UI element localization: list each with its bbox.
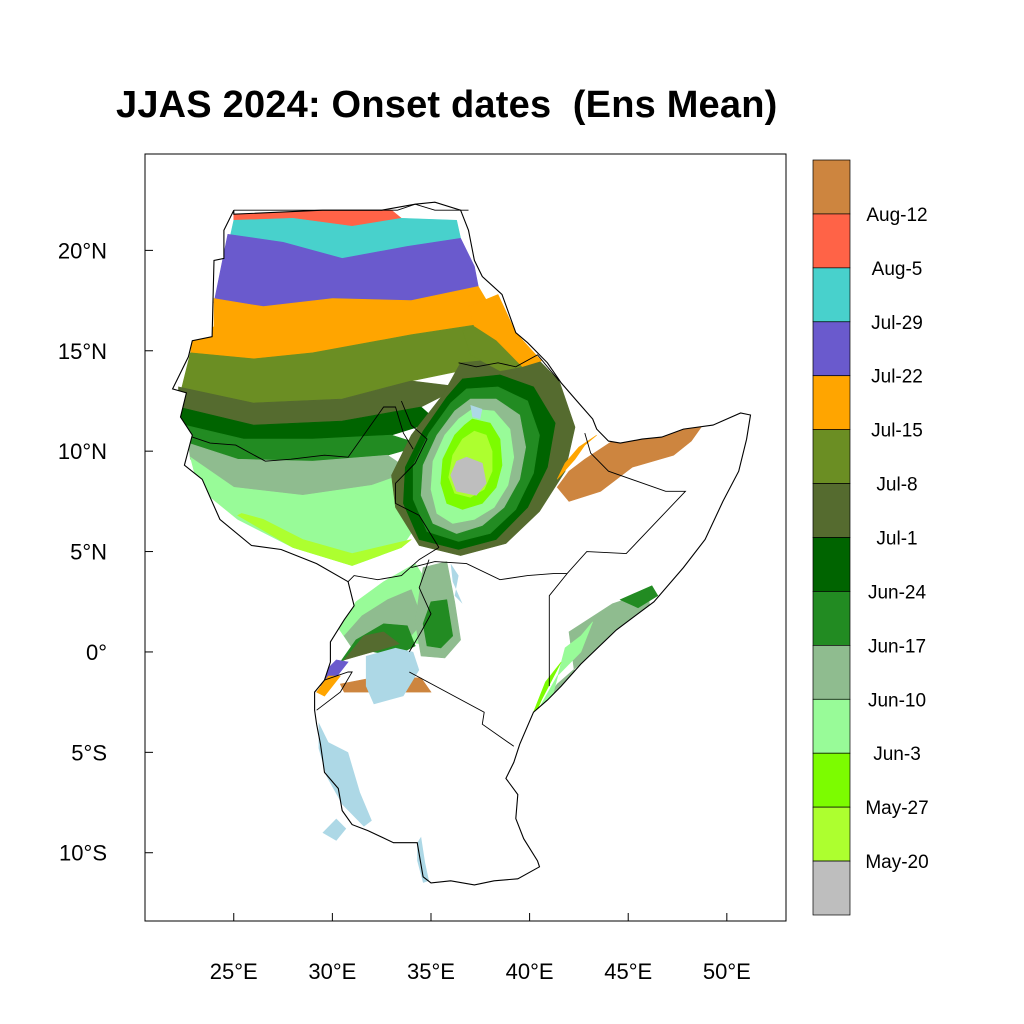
country-border: [408, 559, 432, 653]
plot-frame: [144, 153, 787, 922]
coastline: [171, 201, 752, 886]
legend-swatch: [812, 752, 851, 808]
legend-swatch: [812, 267, 851, 323]
legend-swatch: [812, 698, 851, 754]
y-tick-label: 5°S: [71, 740, 107, 765]
legend-swatch: [812, 591, 851, 646]
lake: [450, 563, 463, 604]
onset-band: [343, 631, 401, 661]
x-axis: 25°E 30°E 35°E 40°E 45°E 50°E: [210, 913, 751, 984]
y-axis: 20°N 15°N 10°N 5°N 0° 5°S 10°S: [58, 238, 153, 866]
legend-swatch: [812, 375, 851, 430]
country-border: [411, 432, 687, 581]
legend-swatch: [812, 213, 851, 269]
lake: [318, 722, 372, 827]
legend-label: Jun-10: [868, 690, 926, 711]
legend-label: Jun-17: [868, 636, 926, 657]
x-tick-label: 25°E: [210, 959, 258, 984]
legend-swatch: [812, 483, 851, 538]
legend-label: Jun-3: [873, 744, 921, 765]
colorbar-legend: Aug-12 Aug-5 Jul-29 Jul-22 Jul-15 Jul-8 Jul-1 J…: [812, 159, 929, 916]
y-tick-label: 0°: [86, 640, 107, 665]
legend-label: May-20: [865, 852, 928, 873]
lake: [417, 836, 429, 883]
lake: [470, 405, 483, 419]
x-tick-label: 50°E: [703, 959, 751, 984]
map-title: JJAS 2024: Onset dates (Ens Mean): [116, 84, 778, 126]
y-tick-label: 10°N: [58, 439, 107, 464]
legend-swatch: [812, 860, 851, 916]
legend-swatch: [812, 645, 851, 700]
onset-band: [556, 434, 597, 480]
legend-label: Jul-8: [876, 475, 917, 496]
country-border: [548, 573, 568, 687]
onset-band: [316, 675, 341, 697]
legend-label: Aug-12: [866, 205, 927, 226]
country-border: [395, 400, 440, 548]
legend-swatch: [812, 806, 851, 862]
lakes: [318, 405, 483, 883]
country-border: [409, 671, 515, 747]
legend-swatch: [812, 159, 851, 215]
x-tick-label: 35°E: [407, 959, 455, 984]
legend-label: Jul-22: [871, 367, 923, 388]
legend-label: Jul-1: [876, 529, 917, 550]
legend-swatch: [812, 429, 851, 484]
country-border: [192, 406, 414, 462]
y-tick-label: 15°N: [58, 339, 107, 364]
y-tick-label: 5°N: [70, 540, 107, 565]
legend-label: Jun-24: [868, 582, 927, 603]
lake: [365, 647, 420, 705]
onset-band: [450, 456, 487, 496]
y-tick-label: 10°S: [59, 841, 107, 866]
onset-band: [189, 456, 420, 566]
x-tick-label: 45°E: [604, 959, 652, 984]
country-border: [458, 354, 560, 382]
country-borders: [171, 201, 752, 886]
lake: [322, 818, 347, 841]
legend-swatch: [812, 537, 851, 592]
legend-label: Aug-5: [872, 259, 923, 280]
y-tick-label: 20°N: [58, 238, 107, 263]
onset-band: [462, 326, 523, 372]
x-tick-label: 40°E: [506, 959, 554, 984]
legend-label: Jul-15: [871, 421, 923, 442]
onset-band: [619, 585, 659, 609]
plot-area: [144, 153, 787, 922]
legend-swatch: [812, 321, 851, 377]
legend-label: May-27: [865, 798, 928, 819]
legend-label: Jul-29: [871, 313, 923, 334]
country-border: [347, 547, 440, 583]
onset-band: [237, 513, 412, 566]
country-border: [316, 671, 353, 711]
country-border: [233, 203, 469, 211]
x-tick-label: 30°E: [308, 959, 356, 984]
onset-field: [172, 202, 751, 885]
